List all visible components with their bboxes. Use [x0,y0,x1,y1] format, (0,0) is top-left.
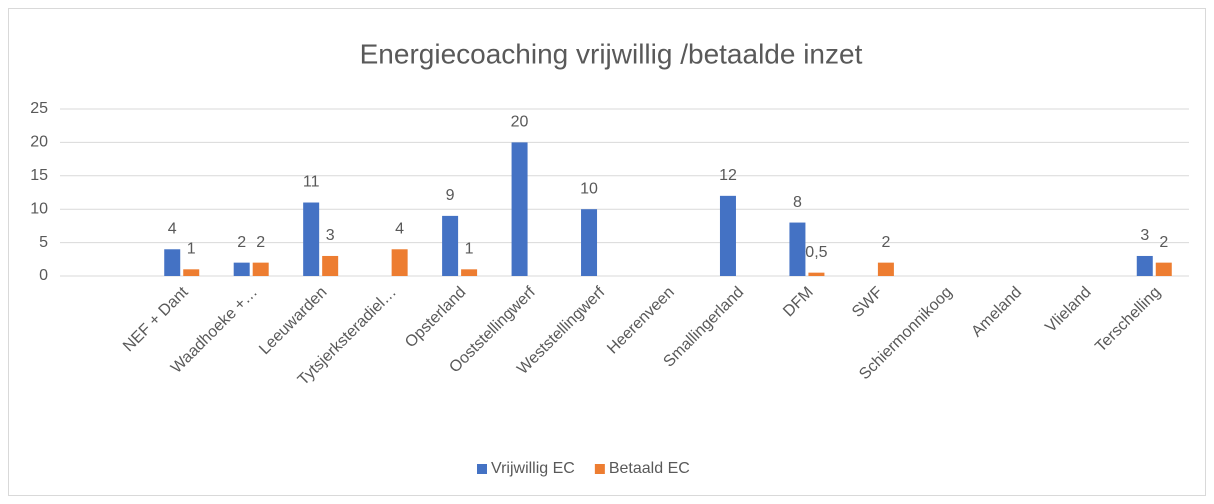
bar [877,262,894,276]
legend-label: Vrijwillig EC [491,460,575,477]
data-label: 8 [793,194,802,211]
bar [808,272,825,276]
bar [322,255,339,276]
bar [252,262,269,276]
data-label: 3 [1140,227,1149,244]
bar [183,269,200,276]
data-label: 0,5 [805,244,827,261]
bar [461,269,478,276]
data-label: 2 [1159,234,1168,251]
legend-swatch [477,464,487,474]
y-tick-label: 0 [39,267,48,284]
bar [164,249,181,276]
data-label: 2 [256,234,265,251]
y-tick-label: 5 [39,234,48,251]
bar [391,249,408,276]
y-tick-label: 15 [30,167,48,184]
data-label: 1 [187,241,196,258]
y-tick-label: 20 [30,134,48,151]
bar [1136,255,1153,276]
legend-swatch [594,464,605,474]
y-tick-label: 10 [30,200,48,217]
chart-border [8,8,1206,496]
bar [581,209,598,276]
bar [303,202,320,276]
data-label: 20 [511,114,529,131]
data-label: 2 [881,234,890,251]
data-label: 4 [395,220,404,237]
data-label: 10 [580,180,598,197]
data-label: 1 [465,241,474,258]
data-label: 12 [719,167,737,184]
chart-title: Energiecoaching vrijwillig /betaalde inz… [360,38,863,69]
bar [789,222,806,276]
legend-label: Betaald EC [609,460,690,477]
bar [511,142,528,276]
data-label: 4 [168,220,177,237]
data-label: 9 [446,187,455,204]
data-label: 11 [303,174,320,191]
bar [1155,262,1172,276]
bar [233,262,250,276]
y-tick-label: 25 [30,100,48,117]
data-label: 2 [237,234,246,251]
data-label: 3 [326,227,335,244]
bar [719,195,736,276]
bar [442,215,459,276]
